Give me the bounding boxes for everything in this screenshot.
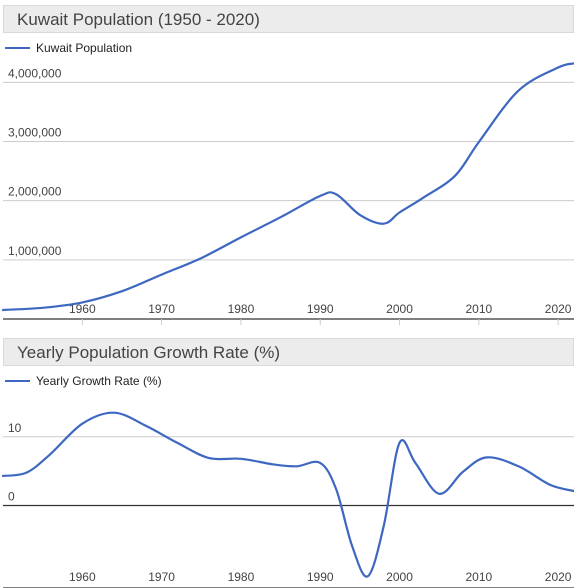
- growth-rate-chart-panel: Yearly Population Growth Rate (%) Yearly…: [1, 338, 574, 588]
- population-x-tick-label: 1960: [69, 302, 96, 316]
- growth-rate-x-tick-label: 1980: [228, 570, 255, 584]
- population-x-tick-label: 2020: [545, 302, 572, 316]
- growth-rate-x-tick-label: 2020: [545, 570, 572, 584]
- population-chart-title: Kuwait Population (1950 - 2020): [17, 10, 260, 29]
- population-chart-header: Kuwait Population (1950 - 2020): [3, 5, 574, 33]
- growth-rate-legend-swatch: [5, 380, 30, 382]
- growth-rate-y-tick-label: 10: [8, 421, 22, 435]
- population-x-tick-label: 2010: [465, 302, 492, 316]
- growth-rate-series-line[interactable]: [1, 411, 574, 578]
- population-legend-swatch: [5, 47, 30, 49]
- population-chart-panel: Kuwait Population (1950 - 2020) Kuwait P…: [1, 5, 574, 325]
- population-x-tick-label: 1990: [307, 302, 334, 316]
- population-x-tick-label: 1970: [148, 302, 175, 316]
- growth-rate-x-tick-label: 1970: [148, 570, 175, 584]
- population-y-tick-label: 3,000,000: [8, 126, 62, 140]
- growth-rate-x-tick-label: 2010: [465, 570, 492, 584]
- growth-rate-y-tick-label: 0: [8, 490, 15, 504]
- population-y-tick-label: 2,000,000: [8, 185, 62, 199]
- population-x-tick-label: 2000: [386, 302, 413, 316]
- population-y-tick-label: 4,000,000: [8, 66, 62, 80]
- growth-rate-legend[interactable]: Yearly Growth Rate (%): [5, 374, 162, 388]
- growth-rate-x-tick-label: 1990: [307, 570, 334, 584]
- growth-rate-x-tick-label: 2000: [386, 570, 413, 584]
- population-line-chart: 1,000,000 2,000,000 3,000,000 4,000,000 1960…: [1, 62, 574, 325]
- growth-rate-chart-title: Yearly Population Growth Rate (%): [17, 343, 281, 362]
- population-legend[interactable]: Kuwait Population: [5, 41, 132, 55]
- population-x-tick-label: 1980: [228, 302, 255, 316]
- growth-rate-line-chart: 0 10 1960 1970 1980 1990 2000 2010 2020: [1, 411, 574, 588]
- population-legend-label: Kuwait Population: [36, 41, 133, 55]
- growth-rate-chart-header: Yearly Population Growth Rate (%): [3, 338, 574, 366]
- population-y-tick-label: 1,000,000: [8, 244, 62, 258]
- population-series-line[interactable]: [1, 62, 574, 312]
- growth-rate-legend-label: Yearly Growth Rate (%): [36, 374, 162, 388]
- growth-rate-x-tick-label: 1960: [69, 570, 96, 584]
